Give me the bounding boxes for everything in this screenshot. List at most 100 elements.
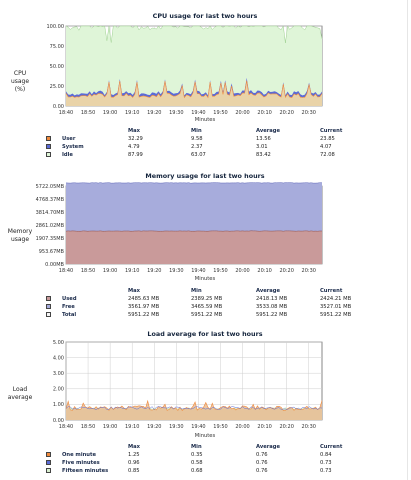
memory-x-axis-label: Minutes bbox=[194, 276, 216, 282]
cpu-legend-value: 4.07 bbox=[320, 144, 332, 150]
load-legend-value: 0.68 bbox=[191, 468, 203, 474]
page-edge-rule bbox=[407, 0, 408, 480]
cpu-y-axis-label-line-2: usage bbox=[10, 78, 30, 85]
memory-x-tick-label: 18:40 bbox=[59, 268, 73, 274]
cpu-y-tick-label: 25.00 bbox=[50, 84, 64, 90]
memory-legend-value: 2424.21 MB bbox=[320, 296, 352, 302]
memory-legend-series-name: Free bbox=[62, 304, 75, 310]
cpu-legend-value: 9.58 bbox=[191, 136, 203, 142]
memory-legend-row: Total 5951.22 MB 5951.22 MB 5951.22 MB 5951.… bbox=[46, 312, 356, 319]
memory-x-tick-label: 19:50 bbox=[213, 268, 227, 274]
cpu-x-tick-label: 18:50 bbox=[81, 110, 95, 116]
memory-legend-header-min: Min bbox=[191, 288, 202, 294]
memory-y-tick-label: 4768.37MB bbox=[36, 197, 65, 203]
memory-legend-swatch bbox=[46, 312, 51, 317]
cpu-y-tick-label: 100.00 bbox=[47, 24, 65, 30]
memory-legend-header-max: Max bbox=[128, 288, 141, 294]
cpu-legend-value: 32.29 bbox=[128, 136, 143, 142]
cpu-user-area bbox=[66, 80, 322, 106]
cpu-legend-row: Idle 87.99 63.07 83.42 72.08 bbox=[46, 152, 356, 159]
load-legend-value: 0.96 bbox=[128, 460, 140, 466]
load-legend-series-name: Five minutes bbox=[62, 460, 100, 466]
cpu-x-tick-label: 20:10 bbox=[257, 110, 271, 116]
cpu-x-tick-label: 19:00 bbox=[103, 110, 117, 116]
load-y-axis-label-line-2: average bbox=[7, 394, 33, 401]
memory-legend-swatch bbox=[46, 304, 51, 309]
memory-free-line bbox=[65, 182, 323, 184]
load-legend-value: 0.76 bbox=[256, 460, 268, 466]
cpu-y-axis-label: CPU usage (%) bbox=[0, 70, 40, 94]
load-y-tick-label: 4.00 bbox=[53, 355, 64, 361]
memory-x-tick-label: 20:20 bbox=[279, 268, 293, 274]
load-y-tick-label: 5.00 bbox=[53, 340, 64, 346]
memory-chart: 0.00MB 953.67MB 1907.35MB 2861.02MB 3814.70M… bbox=[36, 182, 323, 274]
memory-legend-series-name: Used bbox=[62, 296, 77, 302]
load-y-tick-label: 2.00 bbox=[53, 387, 64, 393]
load-legend-swatch bbox=[46, 468, 51, 473]
load-legend-value: 0.84 bbox=[320, 452, 332, 458]
load-y-axis-label-line-1: Load bbox=[12, 386, 28, 393]
cpu-y-tick-label: 0.00 bbox=[53, 104, 64, 110]
memory-legend-value: 2485.63 MB bbox=[128, 296, 160, 302]
memory-y-tick-label: 0.00MB bbox=[45, 262, 64, 268]
cpu-idle-area bbox=[66, 26, 322, 96]
load-x-tick-label: 19:50 bbox=[213, 424, 227, 430]
cpu-x-axis-label: Minutes bbox=[194, 117, 216, 123]
load-x-tick-label: 20:20 bbox=[279, 424, 293, 430]
memory-y-axis-label-line-1: Memory bbox=[7, 228, 33, 235]
memory-used-area bbox=[66, 230, 322, 264]
cpu-panel: CPU usage for last two hours CPU usage (… bbox=[0, 0, 411, 168]
cpu-legend-header-min: Min bbox=[191, 128, 202, 134]
cpu-legend-swatch bbox=[46, 152, 51, 157]
memory-legend-value: 5951.22 MB bbox=[320, 312, 352, 318]
load-legend-header-current: Current bbox=[320, 444, 343, 450]
cpu-x-tick-label: 20:20 bbox=[279, 110, 293, 116]
memory-legend-swatch bbox=[46, 296, 51, 301]
load-legend-value: 0.73 bbox=[320, 468, 332, 474]
memory-legend-value: 5951.22 MB bbox=[191, 312, 223, 318]
cpu-legend-header-current: Current bbox=[320, 128, 343, 134]
load-chart-title: Load average for last two hours bbox=[147, 330, 263, 338]
load-x-tick-label: 18:40 bbox=[59, 424, 73, 430]
load-x-tick-label: 19:30 bbox=[169, 424, 183, 430]
cpu-x-tick-label: 19:30 bbox=[169, 110, 183, 116]
cpu-legend-value: 2.37 bbox=[191, 144, 203, 150]
load-five-line bbox=[65, 406, 323, 411]
memory-legend-value: 3527.01 MB bbox=[320, 304, 352, 310]
load-x-axis-label: Minutes bbox=[194, 433, 216, 439]
memory-legend-row: Free 3561.97 MB 3465.59 MB 3533.08 MB 3527.0… bbox=[46, 304, 356, 311]
cpu-legend-value: 63.07 bbox=[191, 152, 206, 158]
memory-x-tick-label: 19:10 bbox=[125, 268, 139, 274]
load-legend-value: 1.25 bbox=[128, 452, 140, 458]
load-legend-value: 0.58 bbox=[191, 460, 203, 466]
load-legend-row: Fifteen minutes 0.85 0.68 0.76 0.73 bbox=[46, 468, 356, 475]
cpu-system-area bbox=[66, 77, 322, 98]
memory-legend-value: 5951.22 MB bbox=[256, 312, 288, 318]
load-legend-value: 0.85 bbox=[128, 468, 140, 474]
load-legend-row: Five minutes 0.96 0.58 0.76 0.73 bbox=[46, 460, 356, 467]
load-x-tick-label: 19:10 bbox=[125, 424, 139, 430]
load-legend-header-min: Min bbox=[191, 444, 202, 450]
cpu-legend-value: 3.01 bbox=[256, 144, 268, 150]
load-x-tick-label: 20:00 bbox=[235, 424, 249, 430]
memory-chart-title: Memory usage for last two hours bbox=[145, 172, 265, 180]
load-legend-value: 0.35 bbox=[191, 452, 203, 458]
memory-x-tick-label: 20:30 bbox=[302, 268, 316, 274]
memory-legend: Max Min Average Current Used 2485.63 MB 2389.2… bbox=[46, 288, 356, 322]
load-legend-value: 0.76 bbox=[256, 468, 268, 474]
memory-x-tick-label: 19:20 bbox=[147, 268, 161, 274]
memory-legend-header-average: Average bbox=[256, 288, 281, 294]
load-y-tick-label: 3.00 bbox=[53, 371, 64, 377]
load-x-tick-label: 19:20 bbox=[147, 424, 161, 430]
load-chart: 0.00 1.00 2.00 3.00 4.00 5.00 18:40 18:50 19:00 1… bbox=[53, 340, 323, 430]
cpu-legend-swatch bbox=[46, 144, 51, 149]
memory-y-axis-label: Memory usage bbox=[0, 228, 40, 244]
memory-x-tick-label: 19:30 bbox=[169, 268, 183, 274]
load-one-area bbox=[66, 400, 322, 420]
memory-y-tick-label: 953.67MB bbox=[39, 249, 65, 255]
cpu-y-tick-label: 75.00 bbox=[50, 44, 64, 50]
cpu-legend-row: User 32.29 9.58 13.56 23.85 bbox=[46, 136, 356, 143]
load-x-tick-label: 20:30 bbox=[302, 424, 316, 430]
cpu-x-tick-label: 19:50 bbox=[213, 110, 227, 116]
memory-legend-value: 2389.25 MB bbox=[191, 296, 223, 302]
